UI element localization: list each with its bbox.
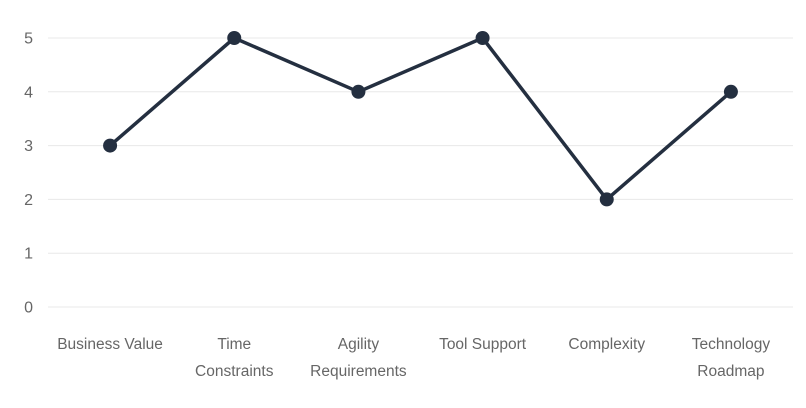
data-point	[599, 192, 614, 207]
x-axis-label: Complexity	[568, 336, 645, 353]
data-point	[723, 84, 738, 99]
y-tick-label: 2	[24, 192, 33, 209]
y-tick-label: 1	[24, 246, 33, 263]
data-line	[108, 36, 733, 202]
data-point	[475, 31, 490, 45]
x-axis-label: Constraints	[195, 363, 274, 380]
y-tick-label: 5	[24, 31, 33, 48]
y-tick-label: 4	[24, 84, 33, 101]
x-axis-label: Technology	[692, 336, 771, 353]
x-axis-label: Tool Support	[439, 336, 527, 353]
x-axis-label: Roadmap	[697, 363, 764, 380]
data-point	[103, 138, 118, 153]
x-axis-label: Time	[217, 336, 251, 353]
x-axis-label: Requirements	[310, 363, 407, 380]
x-axis-label: Agility	[338, 336, 380, 353]
data-point	[351, 84, 366, 99]
y-tick-label: 3	[24, 138, 33, 155]
data-point	[227, 31, 242, 45]
y-tick-label: 0	[24, 300, 33, 317]
x-axis-label: Business Value	[57, 336, 163, 353]
